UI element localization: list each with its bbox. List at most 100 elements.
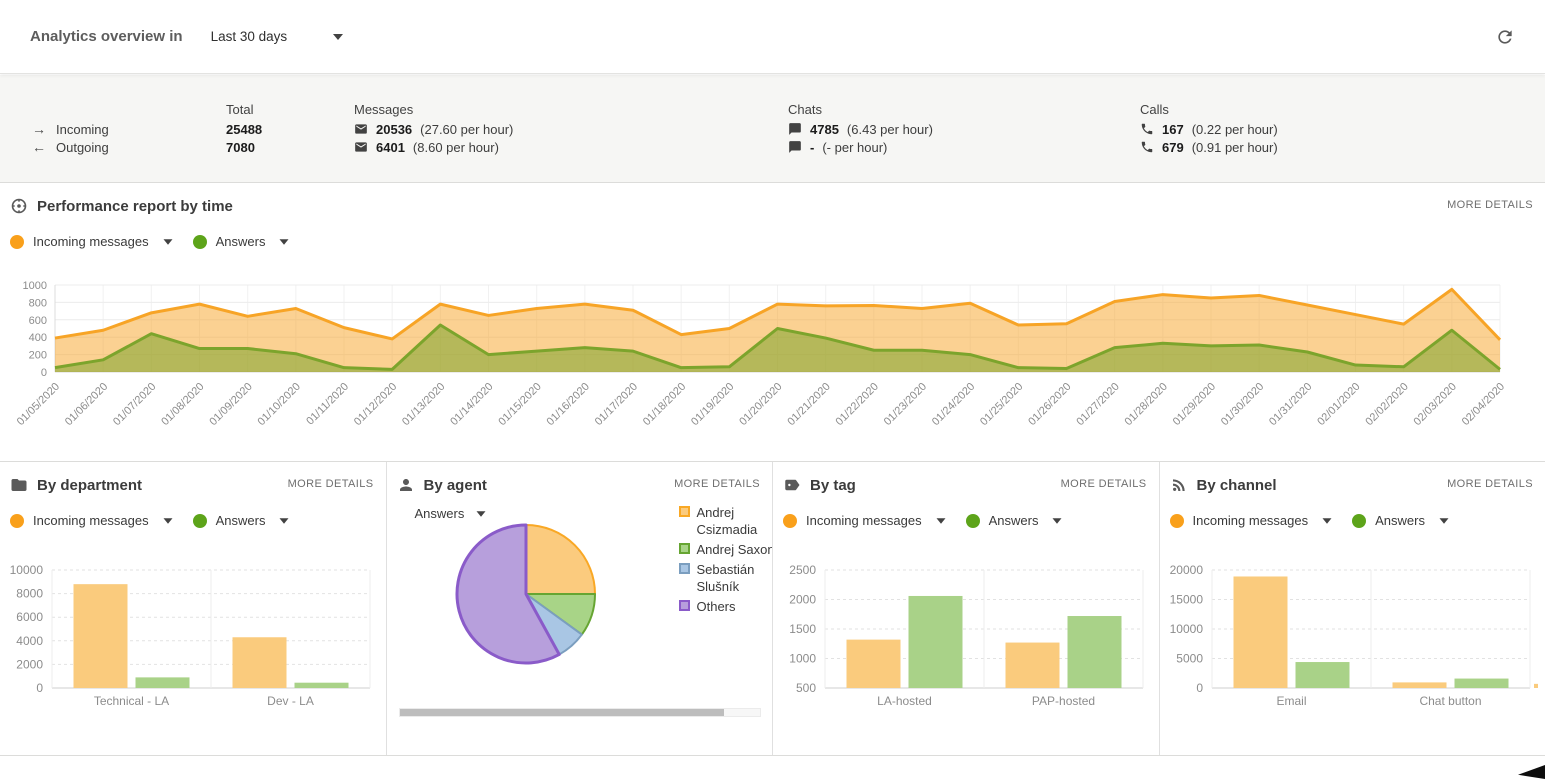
messages-incoming-value: 20536 [376, 121, 413, 137]
channel-more-details-link[interactable]: MORE DETAILS [1447, 478, 1533, 490]
tag-more-details-link[interactable]: MORE DETAILS [1060, 478, 1147, 490]
agent-legend: Andrej Csizmadia Andrej Saxon Sebastián Sl… [678, 504, 773, 615]
refresh-icon [1498, 29, 1512, 44]
chats-outgoing-value: - [810, 139, 815, 155]
svg-text:0: 0 [41, 367, 47, 379]
chevron-down-icon[interactable] [279, 517, 289, 524]
legend-label: Andrej Saxon [696, 542, 773, 557]
answers-series-label: Answers [215, 234, 266, 249]
incoming-series-label: Incoming messages [806, 513, 922, 528]
svg-text:01/14/2020: 01/14/2020 [448, 381, 495, 428]
legend-color-square [678, 563, 690, 574]
date-range-select[interactable]: Last 30 days [211, 29, 344, 44]
outgoing-label: Outgoing [56, 139, 109, 155]
agent-pie-chart[interactable] [449, 516, 604, 671]
agent-more-details-link[interactable]: MORE DETAILS [674, 478, 760, 490]
svg-text:01/29/2020: 01/29/2020 [1171, 381, 1218, 428]
agent-metric-select[interactable]: Answers [415, 506, 487, 521]
svg-text:01/15/2020: 01/15/2020 [496, 381, 543, 428]
svg-text:1000: 1000 [23, 280, 47, 292]
chevron-down-icon[interactable] [163, 238, 173, 245]
tag-chart[interactable]: 500 1000 1500 2000 2500 LA-hosted PAP-hosted [773, 558, 1151, 716]
agent-metric-label: Answers [414, 506, 465, 521]
incoming-series-label: Incoming messages [1192, 513, 1309, 528]
svg-text:LA-hosted: LA-hosted [877, 694, 932, 708]
calls-incoming-rate: (0.22 per hour) [1191, 121, 1278, 137]
answers-series-dot [192, 234, 207, 249]
direction-column: → Incoming ← Outgoing [32, 102, 109, 156]
mouse-cursor [1518, 765, 1545, 779]
svg-text:01/26/2020: 01/26/2020 [1026, 381, 1073, 428]
svg-text:Email: Email [1276, 694, 1306, 708]
chevron-down-icon[interactable] [1439, 517, 1449, 524]
svg-text:6000: 6000 [16, 610, 43, 624]
chevron-down-icon[interactable] [163, 517, 173, 524]
chats-column: Chats 4785 (6.43 per hour) - (- per hour… [788, 102, 933, 156]
chevron-down-icon[interactable] [1322, 517, 1332, 524]
total-column: Total 25488 7080 [226, 102, 262, 156]
legend-item: Sebastián Slušník [678, 561, 773, 595]
svg-text:500: 500 [796, 681, 816, 695]
total-incoming-value: 25488 [226, 121, 263, 137]
svg-text:01/05/2020: 01/05/2020 [15, 381, 62, 428]
scrollbar-thumb[interactable] [399, 709, 724, 716]
chevron-down-icon[interactable] [936, 517, 946, 524]
refresh-button[interactable] [1495, 27, 1515, 47]
svg-text:01/28/2020: 01/28/2020 [1123, 381, 1170, 428]
chevron-down-icon [333, 33, 344, 40]
svg-text:01/27/2020: 01/27/2020 [1074, 381, 1121, 428]
email-icon [355, 142, 367, 152]
svg-text:2500: 2500 [789, 563, 816, 577]
svg-text:1000: 1000 [789, 652, 816, 666]
total-outgoing-value: 7080 [226, 139, 255, 155]
phone-icon [1141, 123, 1153, 135]
svg-text:01/09/2020: 01/09/2020 [207, 381, 254, 428]
agent-panel-title: By agent [423, 476, 487, 494]
tag-panel-title: By tag [810, 476, 856, 494]
tag-legend: Incoming messages Answers [783, 513, 1082, 528]
svg-text:Technical - LA: Technical - LA [94, 694, 169, 708]
legend-color-square [678, 600, 690, 611]
department-chart[interactable]: 0 2000 4000 6000 8000 10000 Technical - LA Dev … [0, 558, 378, 716]
svg-text:01/12/2020: 01/12/2020 [352, 381, 399, 428]
answers-series-dot [965, 513, 980, 528]
chevron-down-icon[interactable] [1052, 517, 1062, 524]
svg-text:01/13/2020: 01/13/2020 [400, 381, 447, 428]
messages-outgoing-value: 6401 [376, 139, 405, 155]
svg-text:8000: 8000 [16, 587, 43, 601]
svg-text:4000: 4000 [16, 634, 43, 648]
svg-text:2000: 2000 [789, 593, 816, 607]
outgoing-row: ← Outgoing [32, 138, 109, 156]
answers-series-dot [1352, 513, 1367, 528]
chats-outgoing-rate: (- per hour) [822, 139, 888, 155]
phone-icon [1141, 141, 1153, 153]
svg-text:02/02/2020: 02/02/2020 [1363, 381, 1410, 428]
svg-text:15000: 15000 [1169, 593, 1203, 607]
svg-text:400: 400 [29, 332, 47, 344]
svg-text:01/30/2020: 01/30/2020 [1219, 381, 1266, 428]
incoming-label: Incoming [56, 121, 109, 137]
incoming-row: → Incoming [32, 120, 109, 138]
department-more-details-link[interactable]: MORE DETAILS [287, 478, 374, 490]
chat-icon [789, 141, 801, 153]
chat-icon [789, 123, 801, 135]
svg-text:01/08/2020: 01/08/2020 [159, 381, 206, 428]
incoming-series-label: Incoming messages [33, 513, 149, 528]
answers-series-label: Answers [988, 513, 1039, 528]
performance-more-details-link[interactable]: MORE DETAILS [1447, 199, 1533, 211]
svg-text:20000: 20000 [1169, 563, 1203, 577]
svg-text:01/23/2020: 01/23/2020 [882, 381, 929, 428]
channel-chart[interactable]: 0 5000 10000 15000 20000 Email Chat button [1160, 558, 1538, 716]
svg-text:2000: 2000 [16, 657, 43, 671]
svg-text:01/06/2020: 01/06/2020 [63, 381, 110, 428]
messages-header: Messages [354, 102, 414, 117]
svg-text:Chat button: Chat button [1419, 694, 1481, 708]
svg-text:0: 0 [36, 681, 43, 695]
chevron-down-icon [476, 510, 486, 517]
svg-text:01/07/2020: 01/07/2020 [111, 381, 158, 428]
chevron-down-icon[interactable] [279, 238, 289, 245]
svg-text:01/19/2020: 01/19/2020 [689, 381, 736, 428]
agent-hscrollbar[interactable] [398, 708, 761, 717]
incoming-arrow-icon: → [32, 121, 46, 137]
